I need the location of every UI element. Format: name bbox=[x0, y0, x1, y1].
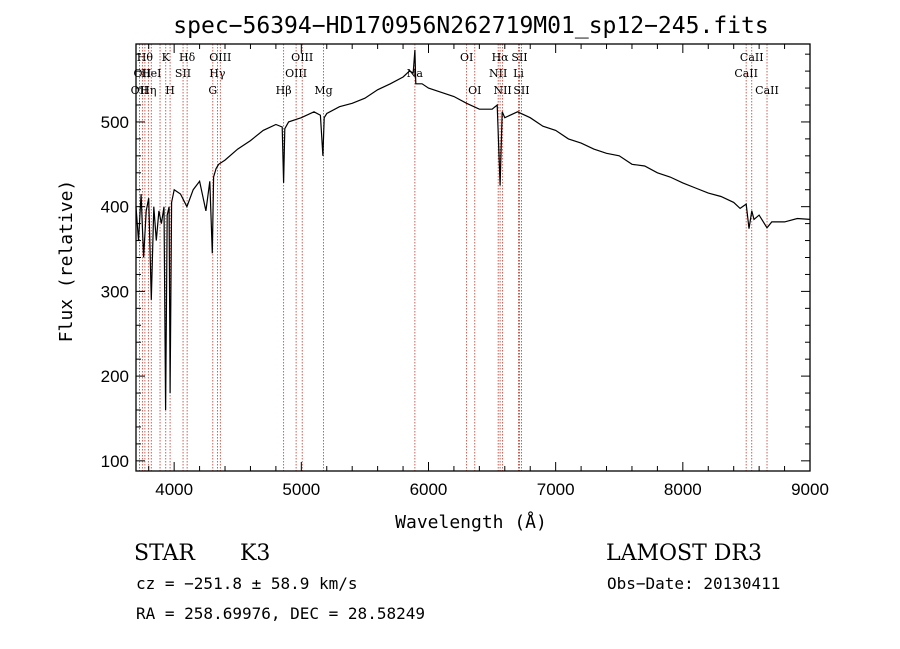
y-tick-label: 100 bbox=[101, 452, 129, 471]
x-axis-label: Wavelength (Å) bbox=[395, 511, 547, 533]
spectral-line-label: OI bbox=[468, 84, 481, 97]
survey-name: LAMOST DR3 bbox=[606, 541, 762, 566]
object-type: STAR bbox=[134, 541, 196, 566]
spectral-line-label: Hγ bbox=[209, 67, 226, 80]
y-tick-label: 500 bbox=[101, 113, 129, 132]
spectral-line-label: SII bbox=[511, 51, 527, 64]
spectral-line-label: OI bbox=[460, 51, 473, 64]
spectral-line-label: Hη bbox=[140, 84, 156, 97]
spectral-line-label: HeI bbox=[141, 67, 161, 80]
spectral-line-label: CaII bbox=[734, 67, 758, 80]
spectral-line-label: K bbox=[162, 51, 171, 64]
spectral-line-label: NII bbox=[493, 84, 511, 97]
spectral-line-label: H bbox=[165, 84, 175, 97]
chart-title: spec−56394−HD170956N262719M01_sp12−245.f… bbox=[173, 13, 768, 39]
y-axis-label: Flux (relative) bbox=[56, 180, 77, 343]
redshift-velocity: cz = −251.8 ± 58.9 km/s bbox=[136, 574, 358, 593]
x-tick-label: 5000 bbox=[282, 480, 320, 499]
x-tick-label: 6000 bbox=[410, 480, 448, 499]
spectral-line-label: SII bbox=[175, 67, 191, 80]
spectral-line-label: OIII bbox=[291, 51, 313, 64]
y-axis-ticks: 100 200 300 400 500 bbox=[101, 53, 810, 471]
spectral-line-label: Hθ bbox=[137, 51, 154, 64]
x-tick-label: 9000 bbox=[791, 480, 829, 499]
observation-date: Obs−Date: 20130411 bbox=[607, 574, 780, 593]
spectral-line-label: OIII bbox=[209, 51, 231, 64]
spectral-line-label: NII bbox=[489, 67, 507, 80]
spectral-line-label: G bbox=[208, 84, 217, 97]
spectral-line-label: CaII bbox=[755, 84, 779, 97]
spectral-line-label: OIII bbox=[285, 67, 307, 80]
spectral-line-labels: OIIOIIHθHηHeIKHSIIHδGHγOIIIHβOIIIOIIIMgN… bbox=[131, 51, 779, 97]
spectral-line-label: Li bbox=[513, 67, 524, 80]
spectral-line-label: Hβ bbox=[276, 84, 292, 97]
object-subclass: K3 bbox=[240, 541, 270, 566]
spectral-line-label: Hδ bbox=[179, 51, 196, 64]
y-tick-label: 200 bbox=[101, 367, 129, 386]
y-tick-label: 400 bbox=[101, 198, 129, 217]
x-tick-label: 8000 bbox=[664, 480, 702, 499]
spectral-line-label: Mg bbox=[314, 84, 332, 97]
y-tick-label: 300 bbox=[101, 282, 129, 301]
plot-frame bbox=[135, 43, 811, 472]
x-axis-ticks: 4000 5000 6000 7000 8000 9000 bbox=[148, 44, 829, 499]
x-tick-label: 7000 bbox=[537, 480, 575, 499]
x-tick-label: 4000 bbox=[155, 480, 193, 499]
coordinates: RA = 258.69976, DEC = 28.58249 bbox=[136, 604, 425, 623]
spectrum-series bbox=[135, 49, 811, 411]
spectral-line-label: OII bbox=[131, 84, 149, 97]
spectral-line-label: SII bbox=[513, 84, 529, 97]
spectral-line-label: OII bbox=[133, 67, 151, 80]
spectral-lines bbox=[139, 44, 768, 471]
spectral-line-label: Hα bbox=[492, 51, 510, 64]
spectral-line-label: CaII bbox=[740, 51, 764, 64]
